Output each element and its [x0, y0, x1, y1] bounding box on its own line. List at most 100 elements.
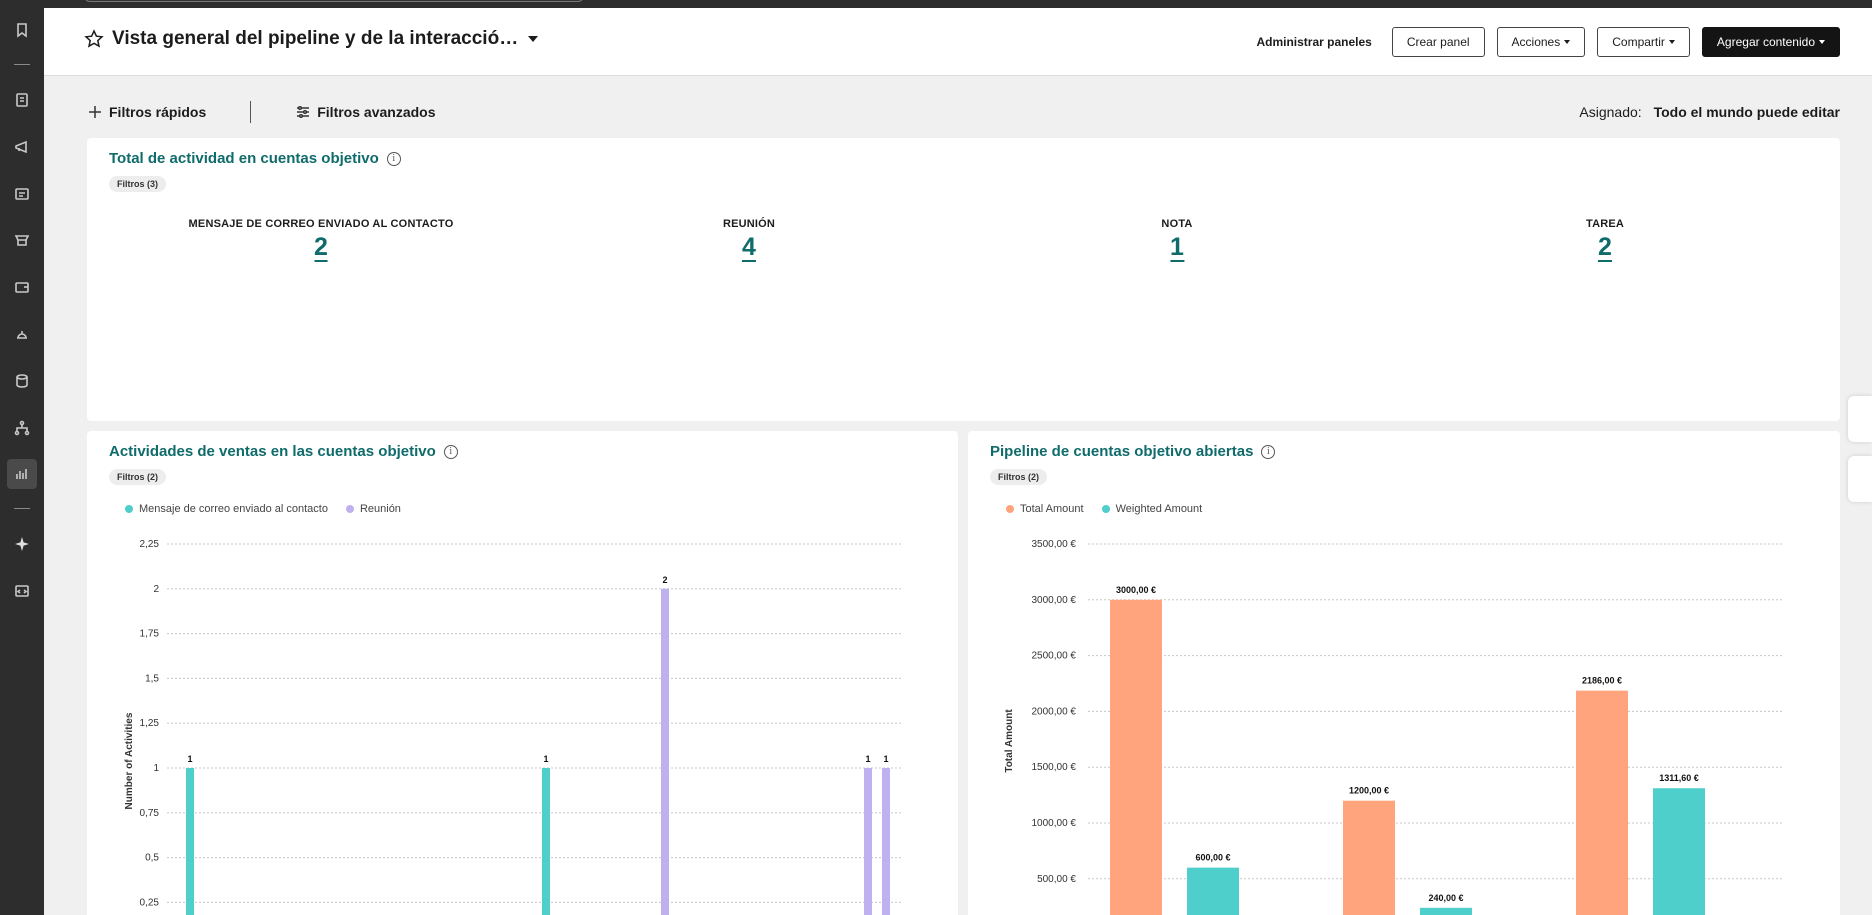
card-title[interactable]: Total de actividad en cuentas objetivo i — [109, 150, 401, 167]
plus-icon — [89, 106, 101, 118]
y-tick-label: 2 — [153, 584, 159, 595]
chevron-down-icon — [528, 36, 539, 42]
marketing-icon[interactable] — [7, 132, 37, 162]
feedback-tab[interactable] — [1848, 456, 1872, 502]
filter-divider — [250, 101, 252, 123]
dashboard-title-dropdown[interactable]: Vista general del pipeline y de la inter… — [84, 28, 539, 50]
side-panel-tab[interactable] — [1848, 396, 1872, 442]
kpi-value[interactable]: 2 — [1598, 233, 1612, 262]
filter-bar: Filtros rápidos Filtros avanzados Asigna… — [88, 100, 1840, 124]
legend-label: Reunión — [359, 503, 401, 515]
bar — [1110, 599, 1162, 915]
info-icon[interactable]: i — [386, 151, 401, 166]
bar — [1420, 907, 1472, 915]
sales-activities-chart: 0,25 0,5 0,75 1 1,25 1,5 1,75 2 2,25 Number of Ac… — [124, 539, 902, 915]
y-tick-label: 1,75 — [140, 629, 160, 640]
manage-dashboards-link[interactable]: Administrar paneles — [1256, 35, 1372, 49]
kpi-task: TAREA 2 — [1586, 218, 1624, 262]
contacts-icon[interactable] — [7, 85, 37, 115]
kpi-meeting: REUNIÓN 4 — [723, 218, 775, 262]
data-icon[interactable] — [7, 366, 37, 396]
bar — [661, 588, 669, 915]
service-icon[interactable] — [7, 319, 37, 349]
filters-chip[interactable]: Filtros (2) — [109, 469, 167, 485]
bar — [1653, 788, 1705, 915]
assigned-info[interactable]: Asignado: Todo el mundo puede editar — [1579, 104, 1840, 120]
content-icon[interactable] — [7, 179, 37, 209]
actions-button[interactable]: Acciones — [1496, 27, 1586, 57]
chart-legend: Mensaje de correo enviado al contacto Reu… — [125, 503, 401, 515]
y-tick-label: 2,25 — [140, 539, 160, 550]
y-tick-label: 0,75 — [140, 808, 160, 819]
pipeline-card: Pipeline de cuentas objetivo abiertas i … — [968, 431, 1840, 915]
legend-item[interactable]: Mensaje de correo enviado al contacto — [125, 503, 328, 515]
kpi-value[interactable]: 4 — [742, 233, 756, 262]
ai-sparkle-icon[interactable] — [7, 529, 37, 559]
data-label: 2 — [662, 575, 667, 585]
kpi-email-sent: MENSAJE DE CORREO ENVIADO AL CONTACTO 2 — [189, 218, 454, 262]
bookmark-icon[interactable] — [7, 15, 37, 45]
commerce-icon[interactable] — [7, 272, 37, 302]
bar — [882, 768, 890, 915]
filters-chip[interactable]: Filtros (3) — [109, 176, 167, 192]
y-tick-label: 1 — [153, 763, 159, 774]
y-tick-label: 2500,00 € — [1032, 651, 1077, 662]
sliders-icon — [297, 105, 310, 119]
assigned-label: Asignado: — [1579, 104, 1642, 120]
share-button[interactable]: Compartir — [1597, 27, 1690, 57]
legend-swatch — [125, 505, 133, 513]
data-label: 3000,00 € — [1116, 585, 1156, 595]
y-tick-label: 2000,00 € — [1032, 706, 1077, 717]
advanced-filters-button[interactable]: Filtros avanzados — [296, 104, 436, 120]
data-label: 1 — [187, 754, 192, 764]
card-title[interactable]: Actividades de ventas en las cuentas obj… — [109, 443, 458, 460]
legend-item[interactable]: Total Amount — [1006, 503, 1084, 515]
y-tick-label: 1500,00 € — [1032, 762, 1077, 773]
bar — [186, 768, 194, 915]
kpi-label: REUNIÓN — [722, 218, 776, 230]
quick-filters-button[interactable]: Filtros rápidos — [88, 104, 206, 120]
info-icon[interactable]: i — [443, 444, 458, 459]
bar — [1343, 800, 1395, 915]
legend-swatch — [1006, 505, 1014, 513]
card-title[interactable]: Pipeline de cuentas objetivo abiertas i — [990, 443, 1276, 460]
developer-icon[interactable] — [7, 576, 37, 606]
filters-chip[interactable]: Filtros (2) — [990, 469, 1048, 485]
star-icon[interactable] — [84, 29, 104, 49]
add-content-button[interactable]: Agregar contenido — [1701, 27, 1840, 57]
actions-label: Acciones — [1511, 35, 1561, 49]
create-dashboard-button[interactable]: Crear panel — [1391, 27, 1485, 57]
data-label: 1 — [865, 754, 870, 764]
bar — [542, 768, 550, 915]
y-tick-label: 3500,00 € — [1032, 539, 1077, 550]
dashboard-header: Vista general del pipeline y de la inter… — [44, 8, 1872, 76]
activity-total-card: Total de actividad en cuentas objetivo i… — [87, 138, 1840, 421]
legend-item[interactable]: Reunión — [345, 503, 401, 515]
data-label: 1 — [883, 754, 888, 764]
data-label: 2186,00 € — [1582, 676, 1622, 686]
y-axis-label: Number of Activities — [124, 712, 135, 809]
sales-icon[interactable] — [7, 225, 37, 255]
info-icon[interactable]: i — [1261, 444, 1276, 459]
automation-icon[interactable] — [7, 413, 37, 443]
kpi-value[interactable]: 1 — [1170, 233, 1184, 262]
legend-item[interactable]: Weighted Amount — [1101, 503, 1203, 515]
chart-legend: Total Amount Weighted Amount — [1006, 503, 1202, 515]
card-title-text: Total de actividad en cuentas objetivo — [109, 150, 379, 167]
kpi-note: NOTA 1 — [1161, 218, 1192, 262]
chevron-down-icon — [1819, 40, 1825, 44]
y-axis-label: Total Amount — [1004, 709, 1015, 773]
data-label: 1200,00 € — [1349, 786, 1389, 796]
chevron-down-icon — [1668, 40, 1675, 44]
share-label: Compartir — [1612, 35, 1665, 49]
rail-divider — [14, 508, 30, 509]
y-tick-label: 3000,00 € — [1032, 595, 1077, 606]
kpi-label: MENSAJE DE CORREO ENVIADO AL CONTACTO — [188, 218, 454, 230]
legend-label: Total Amount — [1020, 503, 1084, 515]
reports-icon[interactable] — [7, 459, 37, 489]
left-nav-rail — [0, 0, 44, 915]
legend-label: Weighted Amount — [1115, 503, 1203, 515]
kpi-value[interactable]: 2 — [314, 233, 328, 262]
kpi-label: TAREA — [1585, 218, 1625, 230]
browser-strip — [44, 0, 1872, 8]
